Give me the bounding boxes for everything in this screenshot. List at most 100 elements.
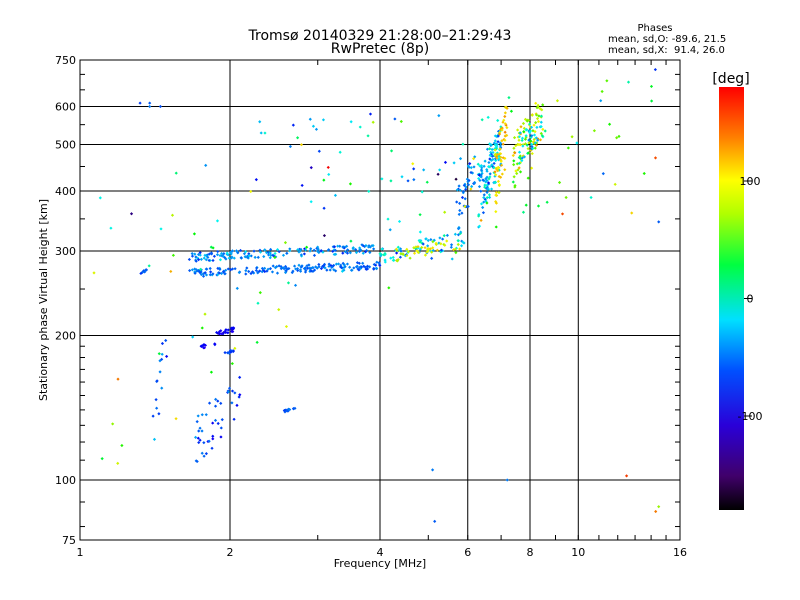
data-point <box>532 123 536 127</box>
data-point <box>238 375 242 379</box>
data-point <box>317 262 321 267</box>
data-point <box>372 247 376 251</box>
data-point <box>197 269 202 273</box>
data-point <box>495 153 499 157</box>
data-point <box>482 164 486 168</box>
data-point <box>488 153 492 158</box>
data-point <box>500 163 504 167</box>
y-tick-label: 300 <box>55 245 76 258</box>
data-point <box>116 377 120 381</box>
data-point <box>399 119 403 124</box>
data-point <box>158 370 162 374</box>
data-point <box>449 245 453 249</box>
data-point <box>534 143 539 147</box>
data-point <box>600 89 604 94</box>
data-point <box>203 253 207 257</box>
data-point <box>159 227 163 231</box>
data-point <box>210 446 214 450</box>
data-point <box>442 234 446 238</box>
data-point <box>480 171 484 175</box>
data-point <box>204 413 208 417</box>
data-point <box>374 266 379 270</box>
data-point <box>487 193 492 197</box>
data-point <box>204 253 208 258</box>
data-point <box>592 129 596 133</box>
data-point <box>458 188 462 192</box>
data-point <box>363 265 368 269</box>
data-point <box>188 268 192 273</box>
data-point <box>298 269 303 273</box>
data-point <box>245 266 249 270</box>
data-point <box>322 206 326 210</box>
data-point <box>492 166 496 170</box>
data-point <box>494 190 499 195</box>
data-point <box>198 426 202 430</box>
data-point <box>505 126 509 130</box>
data-point <box>502 118 506 122</box>
data-point <box>653 67 657 72</box>
data-point <box>527 129 531 133</box>
data-point <box>530 113 534 117</box>
data-point <box>283 270 288 275</box>
data-point <box>195 420 199 424</box>
data-point <box>196 258 201 262</box>
data-point <box>357 268 361 272</box>
data-point <box>521 210 526 214</box>
data-point <box>476 162 480 166</box>
data-point <box>500 139 504 143</box>
data-point <box>309 200 313 204</box>
data-point <box>227 386 232 390</box>
data-point <box>533 130 537 134</box>
data-point <box>411 162 415 166</box>
data-point <box>355 264 359 268</box>
data-point <box>460 239 464 243</box>
data-point <box>309 269 313 273</box>
data-point <box>157 412 161 416</box>
data-point <box>195 459 199 464</box>
data-point <box>378 263 382 268</box>
data-point <box>395 249 399 253</box>
data-point <box>503 138 507 142</box>
data-point <box>483 185 487 189</box>
data-point <box>528 131 532 135</box>
data-point <box>472 156 476 161</box>
data-point <box>349 120 353 124</box>
data-point <box>393 248 398 252</box>
data-point <box>348 265 352 269</box>
data-point <box>575 141 579 145</box>
data-point <box>271 253 275 257</box>
data-point <box>434 241 438 245</box>
data-point <box>494 146 498 150</box>
data-point <box>174 417 178 421</box>
data-point <box>287 266 291 271</box>
data-point <box>455 200 459 204</box>
data-point <box>485 201 489 205</box>
data-point <box>408 256 412 260</box>
data-point <box>511 180 515 184</box>
data-point <box>520 136 525 140</box>
data-point <box>258 248 262 252</box>
data-point <box>336 262 341 266</box>
data-point <box>481 178 485 182</box>
data-point <box>213 404 218 408</box>
axis-ticks: 1 2 4 6 8 10 16 75 100 200 300 400 500 600 750 <box>55 54 687 559</box>
data-point <box>526 151 530 155</box>
data-point <box>230 361 234 366</box>
data-point <box>327 264 331 268</box>
data-point <box>518 170 523 174</box>
data-point <box>152 437 157 441</box>
data-point <box>527 138 531 142</box>
data-point <box>607 122 612 126</box>
data-point <box>304 268 308 272</box>
data-point <box>234 249 239 253</box>
data-point <box>432 238 436 242</box>
data-point <box>526 176 530 180</box>
data-point <box>469 170 473 175</box>
data-point <box>316 247 320 252</box>
data-point <box>387 286 391 290</box>
data-point <box>244 269 248 273</box>
data-point <box>492 141 496 145</box>
data-point <box>202 346 207 350</box>
data-point <box>389 149 394 153</box>
data-point <box>148 101 152 105</box>
